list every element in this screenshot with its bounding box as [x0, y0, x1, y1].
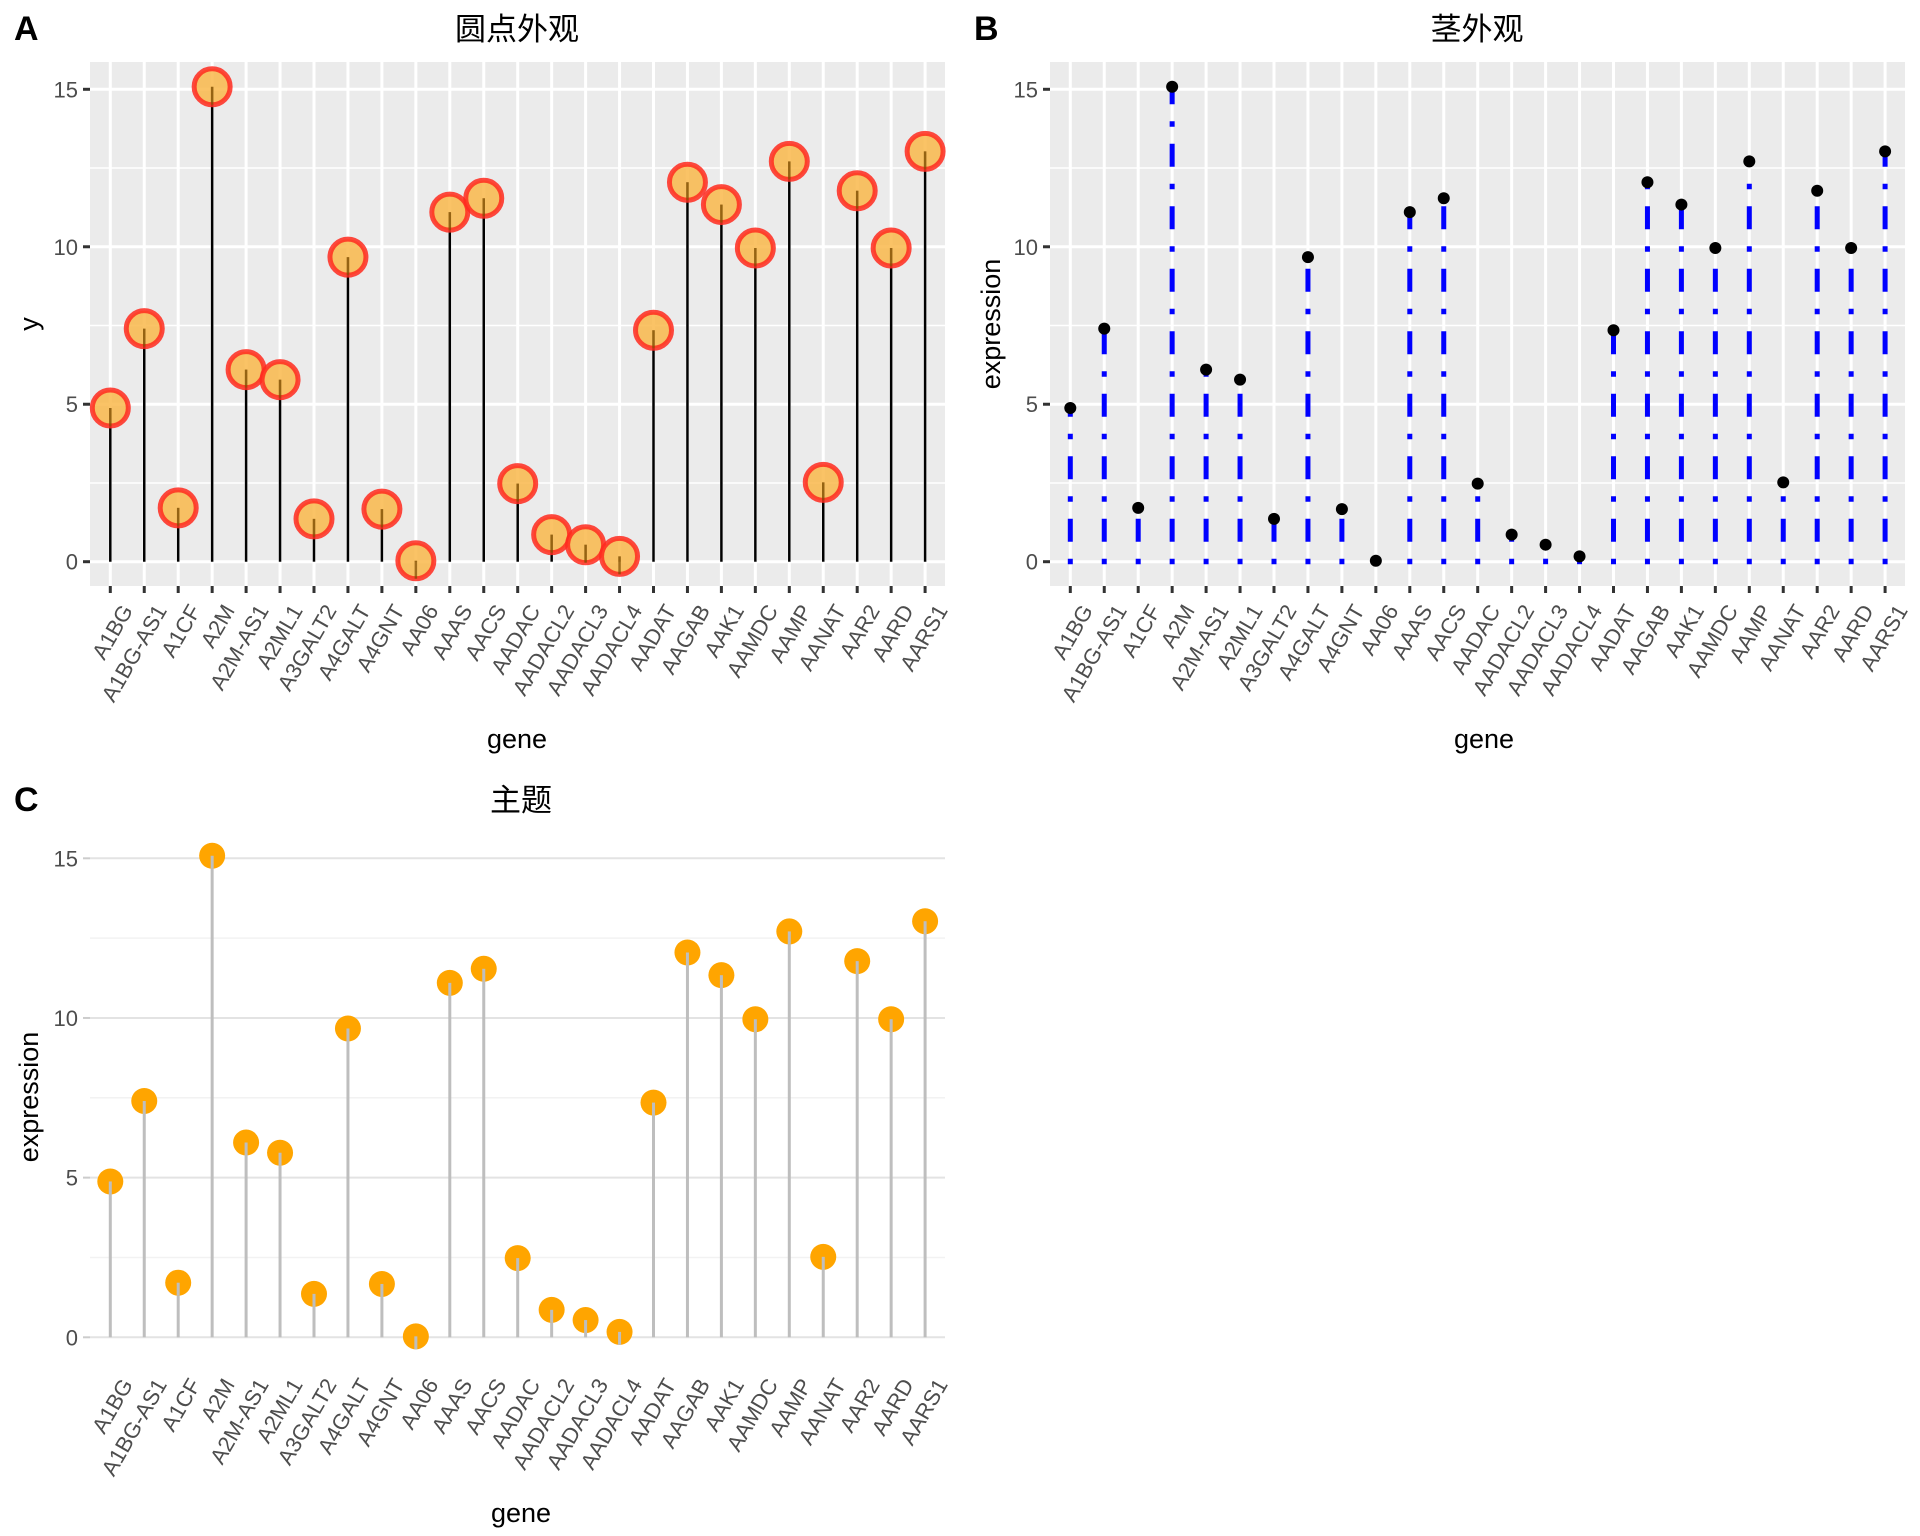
panel-b: B 茎外观 051015A1BGA1BG-AS1A1CFA2MA2M-AS1A2…	[974, 10, 1913, 754]
y-tick-label: 15	[1014, 77, 1038, 102]
lollipop-point	[1743, 155, 1756, 168]
lollipop-point	[1811, 184, 1824, 197]
panel-c: C 主题 051015A1BGA1BG-AS1A1CFA2MA2M-AS1A2M…	[14, 781, 953, 1528]
y-tick-label: 5	[1026, 392, 1038, 417]
panel-c-plot-area: 051015A1BGA1BG-AS1A1CFA2MA2M-AS1A2ML1A3G…	[54, 842, 953, 1480]
lollipop-point	[1301, 251, 1314, 264]
panel-tag-b: B	[974, 10, 999, 48]
lollipop-point	[1335, 503, 1348, 516]
y-tick-label: 5	[66, 392, 78, 417]
panel-b-plot-area: 051015A1BGA1BG-AS1A1CFA2MA2M-AS1A2ML1A3G…	[1014, 62, 1913, 706]
lollipop-point	[1369, 554, 1382, 567]
lollipop-point	[1879, 145, 1892, 158]
panel-tag-a: A	[14, 10, 39, 48]
y-tick-label: 10	[54, 1006, 78, 1031]
lollipop-point	[1505, 528, 1518, 541]
panel-b-x-axis-title: gene	[1454, 724, 1514, 754]
lollipop-point	[1098, 322, 1111, 335]
lollipop-point	[1539, 538, 1552, 551]
y-tick-label: 5	[66, 1166, 78, 1191]
panel-a-plot-area: 051015A1BGA1BG-AS1A1CFA2MA2M-AS1A2ML1A3G…	[54, 62, 953, 706]
y-tick-label: 0	[66, 1325, 78, 1350]
lollipop-point	[1132, 501, 1145, 514]
lollipop-point	[1234, 373, 1247, 386]
panel-a-title: 圆点外观	[455, 12, 579, 48]
lollipop-point	[1471, 477, 1484, 490]
lollipop-point	[1607, 324, 1620, 337]
y-tick-label: 10	[54, 235, 78, 260]
lollipop-point	[1437, 192, 1450, 205]
lollipop-point	[1166, 80, 1179, 93]
lollipop-point	[1777, 476, 1790, 489]
panel-b-title: 茎外观	[1431, 12, 1524, 48]
panel-tag-c: C	[14, 781, 39, 819]
lollipop-point	[1675, 198, 1688, 211]
lollipop-point	[1641, 176, 1654, 189]
lollipop-point	[1200, 363, 1213, 376]
panel-a: A 圆点外观 051015A1BGA1BG-AS1A1CFA2MA2M-AS1A…	[14, 10, 953, 754]
panel-b-y-axis-title: expression	[976, 259, 1006, 390]
lollipop-point	[1709, 242, 1722, 255]
panel-a-x-axis-title: gene	[487, 724, 547, 754]
lollipop-point	[1403, 206, 1416, 219]
y-tick-label: 10	[1014, 235, 1038, 260]
y-tick-label: 15	[54, 846, 78, 871]
y-tick-label: 15	[54, 77, 78, 102]
lollipop-point	[1064, 402, 1077, 415]
panel-c-y-axis-title: expression	[14, 1032, 44, 1163]
panel-a-y-axis-title: y	[14, 317, 44, 331]
panel-c-x-axis-title: gene	[491, 1498, 551, 1528]
y-tick-label: 0	[1026, 550, 1038, 575]
lollipop-point	[1268, 512, 1280, 525]
lollipop-point	[1845, 242, 1858, 255]
lollipop-point	[1573, 550, 1586, 563]
y-tick-label: 0	[66, 550, 78, 575]
panel-c-title: 主题	[490, 783, 552, 819]
